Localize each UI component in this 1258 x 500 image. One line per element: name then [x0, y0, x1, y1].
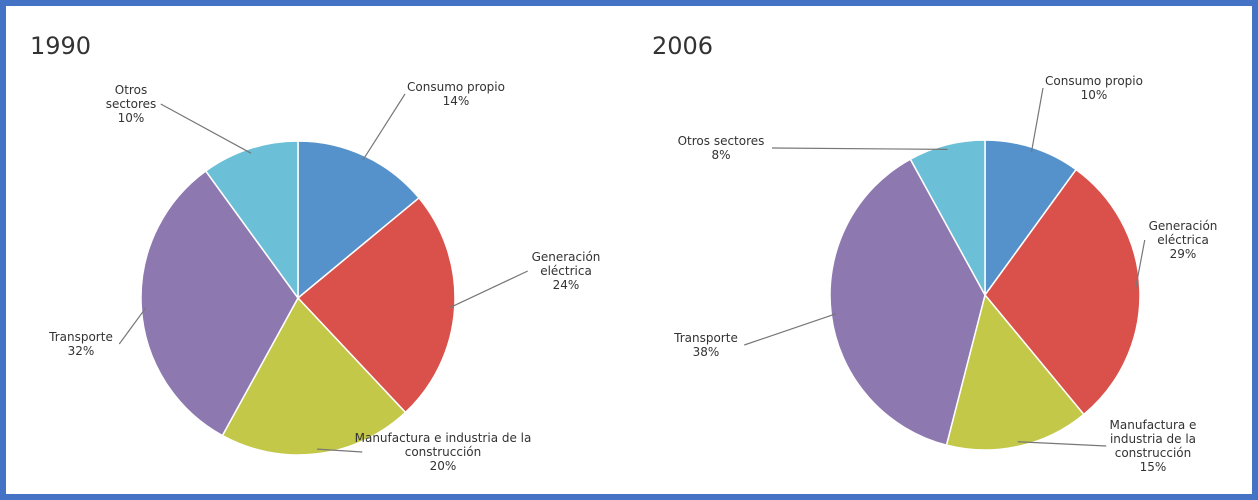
- pie-slice: [140, 169, 299, 437]
- category-label: Manufactura e industria de la construcci…: [354, 431, 532, 459]
- chart-title: 2006: [652, 32, 714, 60]
- pie-slice: [204, 140, 299, 301]
- pie-slice: [945, 293, 1085, 451]
- slice-label: Consumo propio 10%: [1034, 74, 1154, 102]
- leader-line: [771, 147, 948, 150]
- value-label: 8%: [711, 148, 731, 162]
- value-label: 14%: [442, 94, 470, 108]
- category-label: Otros sectores: [105, 83, 157, 111]
- slice-label: Transporte 32%: [36, 330, 126, 358]
- category-label: Consumo propio: [1045, 74, 1143, 88]
- value-label: 29%: [1169, 247, 1197, 261]
- slice-label: Otros sectores 10%: [96, 83, 166, 125]
- leader-line: [1134, 239, 1146, 291]
- category-label: Consumo propio: [407, 80, 505, 94]
- leader-line: [317, 448, 363, 453]
- leader-line: [362, 93, 406, 161]
- pie-slice: [909, 139, 986, 296]
- pie-slice: [984, 168, 1141, 416]
- slice-label: Manufactura e industria de la construcci…: [1098, 418, 1208, 474]
- category-label: Generación eléctrica: [531, 250, 601, 278]
- slice-label: Generación eléctrica 29%: [1138, 219, 1228, 261]
- leader-line: [160, 103, 252, 154]
- value-label: 24%: [552, 278, 580, 292]
- leader-line: [449, 270, 529, 309]
- leader-line: [744, 313, 837, 346]
- category-label: Transporte: [49, 330, 113, 344]
- slice-label: Generación eléctrica 24%: [521, 250, 611, 292]
- value-label: 15%: [1139, 460, 1167, 474]
- charts: [118, 87, 1146, 456]
- slice-label: Transporte 38%: [661, 331, 751, 359]
- pie-slice: [296, 196, 456, 414]
- leader-line: [1030, 87, 1044, 153]
- leader-line: [118, 307, 147, 345]
- category-label: Manufactura e industria de la construcci…: [1109, 418, 1197, 460]
- value-label: 38%: [692, 345, 720, 359]
- pie-slice: [984, 139, 1078, 298]
- category-label: Transporte: [674, 331, 738, 345]
- leader-line: [1017, 441, 1107, 447]
- category-label: Otros sectores: [677, 134, 765, 148]
- value-label: 10%: [117, 111, 145, 125]
- value-label: 20%: [429, 459, 457, 473]
- pie-slice: [221, 296, 407, 456]
- slice-label: Otros sectores 8%: [661, 134, 781, 162]
- chart-title: 1990: [30, 32, 92, 60]
- value-label: 10%: [1080, 88, 1108, 102]
- slice-label: Consumo propio 14%: [396, 80, 516, 108]
- slice-label: Manufactura e industria de la construcci…: [348, 431, 538, 473]
- pie-slice: [829, 158, 986, 447]
- value-label: 32%: [67, 344, 95, 358]
- category-label: Generación eléctrica: [1148, 219, 1218, 247]
